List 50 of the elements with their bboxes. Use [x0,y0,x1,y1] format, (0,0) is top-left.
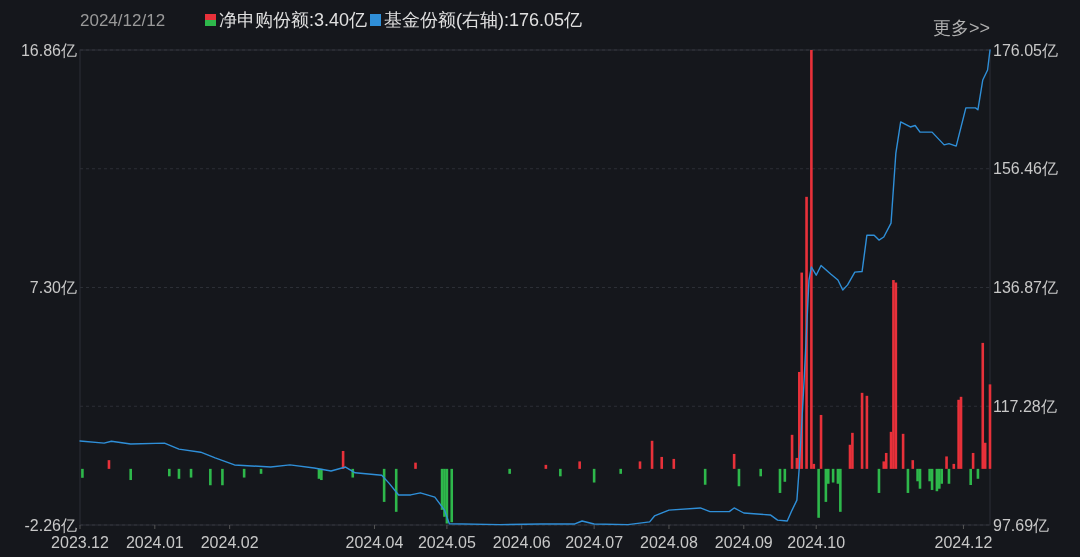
bar [168,468,171,477]
bar [805,196,808,469]
x-tick-label: 2024.06 [492,534,551,551]
bar [414,462,417,469]
y2-tick-label: 117.28亿 [993,397,1057,415]
bar [839,468,842,512]
bar [884,452,888,469]
x-tick-label: 2024.10 [787,534,846,551]
chart-title: 2024/12/12 [80,11,166,30]
bar [911,460,915,469]
y-tick-label: 16.86亿 [20,41,77,59]
y2-tick-label: 176.05亿 [993,41,1058,59]
bar [508,468,511,474]
x-tick-label: 2024.05 [417,534,476,551]
legend-label: 基金份额(右轴):176.05亿 [384,10,583,30]
bar [981,342,985,469]
bar [221,468,224,486]
bar [619,468,622,474]
text: 更多>> [932,18,990,38]
bar [559,468,562,477]
bar [578,461,581,469]
x-tick-label: 2024.07 [565,534,624,551]
y2-tick-label: 97.69亿 [993,516,1050,534]
bar [672,458,676,469]
y2-tick-label: 136.87亿 [993,279,1058,297]
x-tick-label: 2024.02 [200,534,259,551]
bar [945,456,948,469]
y-tick-label: -2.26亿 [24,516,77,534]
line-series [79,49,991,526]
x-tick-label: 2023.12 [51,534,110,551]
bar [660,456,664,469]
x-tick-label: 2024.09 [714,534,773,551]
bar [759,468,762,477]
bar [394,468,398,512]
bar [81,468,84,478]
x-tick-label: 2024.01 [125,534,184,551]
legend-label: 净申购份额:3.40亿 [219,10,368,30]
x-tick-label: 2024.08 [640,534,698,551]
y-tick-label: 7.30亿 [29,279,77,297]
bar [129,468,132,481]
bar [969,468,972,485]
bar [810,50,813,469]
bar [851,432,854,469]
bar [209,468,212,486]
x-tick-label: 2024.12 [934,534,993,551]
y2-tick-label: 156.46亿 [993,160,1058,178]
bar [450,468,454,523]
bar [817,468,820,518]
x-tick-label: 2024.04 [345,534,404,551]
bar [952,463,956,469]
